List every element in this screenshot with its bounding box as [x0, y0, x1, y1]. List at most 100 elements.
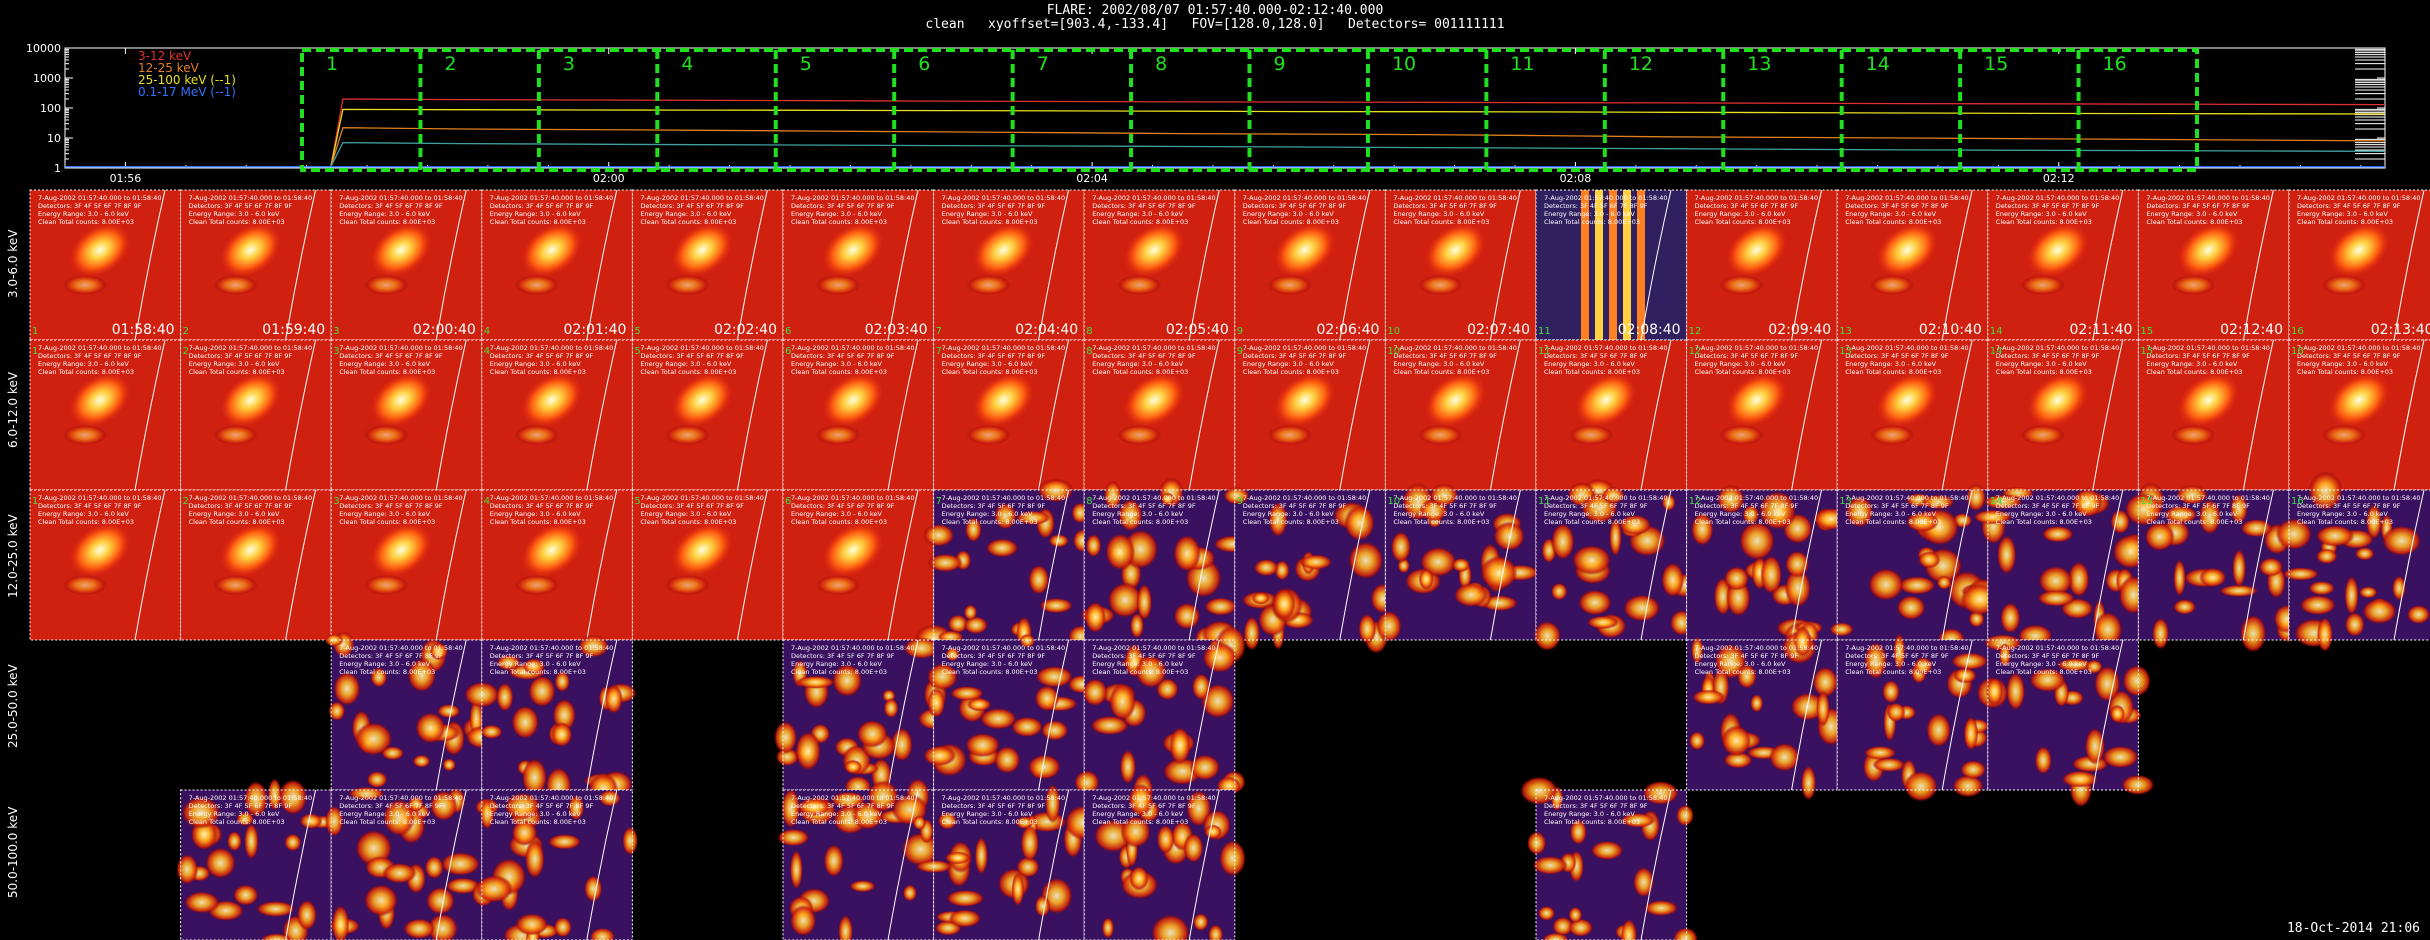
image-info-text: Clean Total counts: 8.00E+03	[189, 218, 285, 226]
image-border	[1083, 339, 1236, 491]
image-info-text: Energy Range: 3.0 - 6.0 keV	[490, 360, 581, 368]
time-interval-label: 10	[1392, 53, 1416, 75]
image-blob	[568, 795, 585, 821]
image-border	[1083, 189, 1236, 341]
image-info-text: Detectors: 3F 4F 5F 6F 7F 8F 9F	[339, 502, 443, 510]
image-blob	[496, 682, 514, 712]
image-interval-number: 1	[32, 496, 38, 507]
image-interval-number: 3	[333, 496, 339, 507]
image-info-text: Clean Total counts: 8.00E+03	[189, 518, 285, 526]
image-info-text: Detectors: 3F 4F 5F 6F 7F 8F 9F	[490, 652, 594, 660]
image-panel: 7-Aug-2002 01:57:40.000 to 01:58:40Detec…	[180, 489, 332, 641]
image-border	[1535, 789, 1688, 940]
solar-limb-line	[1941, 639, 1973, 791]
image-panel: 7-Aug-2002 01:57:40.000 to 01:58:40Detec…	[1836, 189, 1989, 341]
source-emission	[1725, 222, 1788, 278]
image-blob	[363, 884, 399, 917]
image-blob	[1028, 564, 1050, 595]
image-blob	[2038, 565, 2074, 596]
image-info-text: Clean Total counts: 8.00E+03	[339, 518, 435, 526]
image-blob	[1551, 523, 1575, 561]
image-blob	[2101, 745, 2139, 769]
image-blob	[949, 685, 985, 701]
image-info-text: Clean Total counts: 8.00E+03	[1092, 218, 1188, 226]
image-info-text: Energy Range: 3.0 - 6.0 keV	[1393, 360, 1484, 368]
image-info-text: Detectors: 3F 4F 5F 6F 7F 8F 9F	[1393, 352, 1497, 360]
solar-limb-line	[736, 489, 768, 641]
image-blob	[1189, 754, 1221, 781]
image-blob	[2144, 522, 2175, 552]
image-blob	[475, 875, 513, 903]
source-emission	[213, 425, 258, 445]
image-blob	[945, 889, 985, 907]
image-interval-number: 14	[1990, 326, 2003, 337]
image-blob	[2198, 499, 2221, 535]
source-emission	[1569, 425, 1613, 445]
source-emission	[370, 222, 433, 278]
image-info-text: Detectors: 3F 4F 5F 6F 7F 8F 9F	[1544, 352, 1648, 360]
solar-limb-line	[1791, 339, 1823, 491]
time-interval-label: 9	[1274, 53, 1286, 75]
solar-limb-line	[1640, 189, 1672, 341]
image-blob	[963, 604, 978, 621]
image-blob	[777, 828, 810, 847]
source-emission	[68, 372, 132, 428]
solar-limb-line	[586, 189, 618, 341]
solar-limb-line	[1339, 339, 1371, 491]
image-panel: 7-Aug-2002 01:57:40.000 to 01:58:40Detec…	[1972, 486, 2149, 648]
image-blob	[381, 746, 405, 761]
source-emission	[2020, 425, 2065, 445]
image-info-text: 7-Aug-2002 01:57:40.000 to 01:58:40	[2146, 344, 2270, 352]
source-emission	[2177, 222, 2240, 278]
image-blob	[284, 833, 302, 852]
image-info-text: Clean Total counts: 8.00E+03	[640, 368, 736, 376]
image-blob	[1208, 924, 1224, 940]
image-panel: 7-Aug-2002 01:57:40.000 to 01:58:40Detec…	[1234, 189, 1386, 341]
image-info-text: 7-Aug-2002 01:57:40.000 to 01:58:40	[490, 794, 614, 802]
image-info-text: Energy Range: 3.0 - 6.0 keV	[791, 510, 882, 518]
solar-limb-line	[1489, 339, 1521, 491]
image-interval-number: 10	[1387, 496, 1400, 507]
image-interval-number: 11	[1538, 346, 1551, 357]
solar-limb-line	[887, 489, 919, 641]
solar-limb-line	[1791, 189, 1823, 341]
source-emission	[665, 275, 710, 295]
image-blob	[1532, 855, 1568, 875]
image-blob	[427, 913, 459, 940]
energy-row-label: 50.0-100.0 keV	[6, 806, 20, 898]
image-info-text: Detectors: 3F 4F 5F 6F 7F 8F 9F	[791, 802, 895, 810]
image-time-label: 02:13:40	[2371, 322, 2430, 338]
image-info-text: Energy Range: 3.0 - 6.0 keV	[1845, 510, 1936, 518]
image-info-text: Detectors: 3F 4F 5F 6F 7F 8F 9F	[339, 652, 443, 660]
image-border	[1836, 189, 1989, 341]
image-info-text: 7-Aug-2002 01:57:40.000 to 01:58:40	[1845, 194, 1969, 202]
image-info-text: Clean Total counts: 8.00E+03	[1845, 368, 1941, 376]
image-info-text: Clean Total counts: 8.00E+03	[791, 368, 887, 376]
image-blob	[1723, 566, 1750, 591]
source-emission	[63, 575, 107, 595]
image-info-text: Detectors: 3F 4F 5F 6F 7F 8F 9F	[1544, 502, 1648, 510]
image-blob	[1721, 725, 1752, 757]
image-blob	[1785, 550, 1810, 578]
image-blob	[1048, 534, 1069, 548]
image-info-text: 7-Aug-2002 01:57:40.000 to 01:58:40	[791, 644, 915, 652]
image-blob	[1926, 712, 1952, 748]
y-tick-label: 10	[47, 132, 61, 145]
image-info-text: 7-Aug-2002 01:57:40.000 to 01:58:40	[189, 344, 313, 352]
image-blob	[1160, 492, 1175, 506]
image-info-text: Energy Range: 3.0 - 6.0 keV	[2146, 360, 2237, 368]
image-info-text: Energy Range: 3.0 - 6.0 keV	[38, 210, 129, 218]
image-panel: 7-Aug-2002 01:57:40.000 to 01:58:40Detec…	[1384, 339, 1537, 491]
solar-limb-line	[1038, 339, 1070, 491]
image-blob	[1758, 490, 1797, 531]
image-panel: 7-Aug-2002 01:57:40.000 to 01:58:40Detec…	[1083, 189, 1236, 341]
source-emission	[2020, 275, 2065, 295]
solar-limb-line	[1640, 489, 1672, 641]
image-info-text: 7-Aug-2002 01:57:40.000 to 01:58:40	[38, 194, 162, 202]
image-interval-number: 8	[1086, 346, 1092, 357]
solar-limb-line	[1038, 789, 1070, 940]
image-interval-number: 1	[32, 326, 38, 337]
image-info-text: Clean Total counts: 8.00E+03	[1544, 518, 1640, 526]
image-panel: 7-Aug-2002 01:57:40.000 to 01:58:40Detec…	[915, 478, 1093, 653]
source-emission	[1273, 372, 1336, 428]
